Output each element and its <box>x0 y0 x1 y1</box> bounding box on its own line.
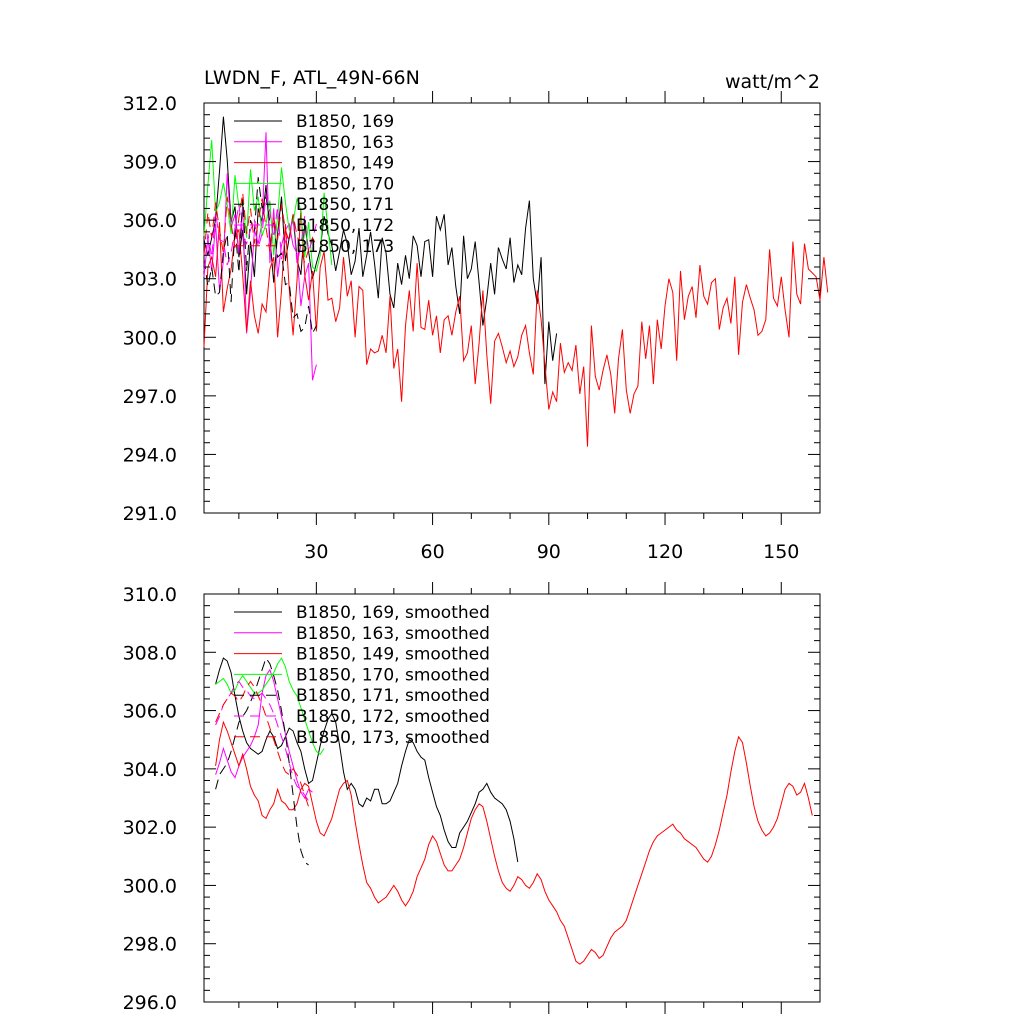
x-tick-label: 90 <box>537 541 561 563</box>
y-tick-label: 294.0 <box>123 444 177 466</box>
y-tick-label: 309.0 <box>123 152 177 174</box>
legend-entry: B1850, 163 <box>296 133 394 153</box>
legend-entry: B1850, 170, smoothed <box>296 665 490 685</box>
y-tick-label: 310.0 <box>123 584 177 606</box>
series-line-149 <box>215 720 813 965</box>
y-tick-label: 306.0 <box>123 701 177 723</box>
bottom-panel-series <box>215 656 813 965</box>
top-panel-y-tick-labels: 291.0 294.0 297.0 300.0 303.0 306.0 309.0 312.0 <box>123 93 177 525</box>
series-line-171 <box>203 177 317 336</box>
legend-entry: B1850, 149 <box>296 154 394 174</box>
series-line-172 <box>203 194 317 271</box>
series-line-170 <box>215 657 325 756</box>
y-tick-label: 300.0 <box>123 875 177 897</box>
y-tick-label: 306.0 <box>123 210 177 232</box>
top-panel-frame <box>203 102 821 514</box>
top-panel-series <box>203 116 829 447</box>
y-tick-label: 303.0 <box>123 269 177 291</box>
y-tick-label: 302.0 <box>123 817 177 839</box>
legend-entry: B1850, 163, smoothed <box>296 624 490 644</box>
y-tick-label: 312.0 <box>123 93 177 115</box>
legend-entry: B1850, 173, smoothed <box>296 728 490 748</box>
y-tick-label: 296.0 <box>123 992 177 1014</box>
chart-title: LWDN_F, ATL_49N-66N <box>204 67 420 89</box>
x-tick-label: 30 <box>304 541 328 563</box>
series-line-173 <box>203 192 317 266</box>
series-line-169 <box>215 657 519 863</box>
legend-entry: B1850, 169 <box>296 112 394 132</box>
legend-entry: B1850, 149, smoothed <box>296 645 490 665</box>
legend-entry: B1850, 170 <box>296 174 394 194</box>
series-line-172 <box>215 680 310 802</box>
y-tick-label: 308.0 <box>123 642 177 664</box>
y-tick-label: 297.0 <box>123 386 177 408</box>
x-tick-label: 120 <box>647 541 683 563</box>
top-panel-x-tick-labels: 30 60 90 120 150 <box>304 541 799 563</box>
y-tick-label: 298.0 <box>123 934 177 956</box>
legend-entry: B1850, 173 <box>296 237 394 257</box>
legend-entry: B1850, 172, smoothed <box>296 707 490 727</box>
bottom-panel: 296.0 298.0 300.0 302.0 304.0 306.0 308.0 310.0… <box>123 582 821 1014</box>
legend-entry: B1850, 172 <box>296 216 394 236</box>
y-tick-label: 304.0 <box>123 759 177 781</box>
legend-entry: B1850, 171, smoothed <box>296 686 490 706</box>
bottom-panel-ticks <box>204 582 820 1014</box>
series-line-171 <box>215 656 309 866</box>
top-panel: 291.0 294.0 297.0 300.0 303.0 306.0 309.0 312.0… <box>123 91 829 563</box>
top-panel-ticks <box>204 91 820 525</box>
x-tick-label: 60 <box>420 541 444 563</box>
chart-units: watt/m^2 <box>725 71 820 93</box>
x-tick-label: 150 <box>763 541 799 563</box>
series-line-163 <box>215 668 313 800</box>
series-line-149 <box>203 208 829 447</box>
y-tick-label: 300.0 <box>123 327 177 349</box>
bottom-panel-y-tick-labels: 296.0 298.0 300.0 302.0 304.0 306.0 308.0 310.0 <box>123 584 177 1014</box>
series-line-173 <box>215 680 310 807</box>
y-tick-label: 291.0 <box>123 503 177 525</box>
legend-entry: B1850, 169, smoothed <box>296 603 490 623</box>
legend-entry: B1850, 171 <box>296 195 394 215</box>
bottom-panel-frame <box>203 593 821 1003</box>
